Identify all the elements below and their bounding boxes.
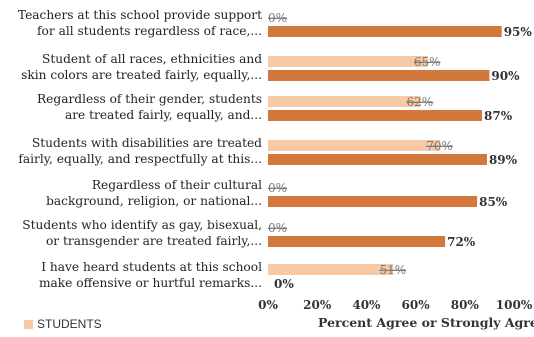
bar-series-2 — [268, 154, 487, 165]
data-label: 87% — [484, 109, 513, 123]
legend: STUDENTS — [24, 317, 102, 331]
category-label: background, religion, or national... — [46, 194, 262, 208]
bar-students — [268, 56, 428, 67]
x-axis-title: Percent Agree or Strongly Agree — [318, 315, 534, 330]
category-label: or transgender are treated fairly,... — [46, 234, 262, 248]
x-tick-label: 40% — [352, 298, 381, 312]
data-label: 95% — [504, 25, 533, 39]
data-label: 0% — [268, 181, 287, 195]
category-label: Teachers at this school provide support — [18, 8, 262, 22]
bar-students — [268, 140, 441, 151]
category-label: Regardless of their cultural — [92, 178, 262, 192]
data-label: 0% — [274, 277, 294, 291]
data-label: 65% — [414, 55, 441, 69]
data-label: 72% — [447, 235, 476, 249]
category-label: Students who identify as gay, bisexual, — [22, 218, 262, 232]
x-tick-label: 100% — [496, 298, 533, 312]
data-label: 62% — [407, 95, 434, 109]
data-label: 51% — [379, 263, 406, 277]
category-label: skin colors are treated fairly, equally,… — [21, 68, 262, 82]
data-label: 0% — [268, 11, 287, 25]
bar-series-2 — [268, 196, 478, 207]
category-label: fairly, equally, and respectfully at thi… — [18, 152, 262, 166]
bar-students — [268, 96, 421, 107]
category-label: Regardless of their gender, students — [37, 92, 262, 106]
category-label: are treated fairly, equally, and... — [65, 108, 262, 122]
category-label: Student of all races, ethnicities and — [42, 52, 262, 66]
bar-series-2 — [268, 26, 502, 37]
legend-label-students: STUDENTS — [37, 317, 102, 331]
x-tick-label: 80% — [451, 298, 480, 312]
bar-series-2 — [268, 110, 483, 121]
data-label: 70% — [426, 139, 453, 153]
bar-series-2 — [268, 70, 490, 81]
bar-students — [268, 264, 394, 275]
x-tick-label: 0% — [258, 298, 278, 312]
category-label: Students with disabilities are treated — [32, 136, 262, 150]
x-tick-label: 60% — [402, 298, 431, 312]
category-label: for all students regardless of race,... — [37, 24, 262, 38]
legend-swatch-students — [24, 319, 33, 329]
data-label: 0% — [268, 221, 287, 235]
category-label: I have heard students at this school — [41, 260, 262, 274]
data-label: 89% — [489, 153, 518, 167]
data-label: 85% — [479, 195, 508, 209]
x-tick-label: 20% — [303, 298, 332, 312]
bar-series-2 — [268, 236, 446, 247]
category-label: make offensive or hurtful remarks... — [39, 276, 262, 290]
data-label: 90% — [491, 69, 520, 83]
